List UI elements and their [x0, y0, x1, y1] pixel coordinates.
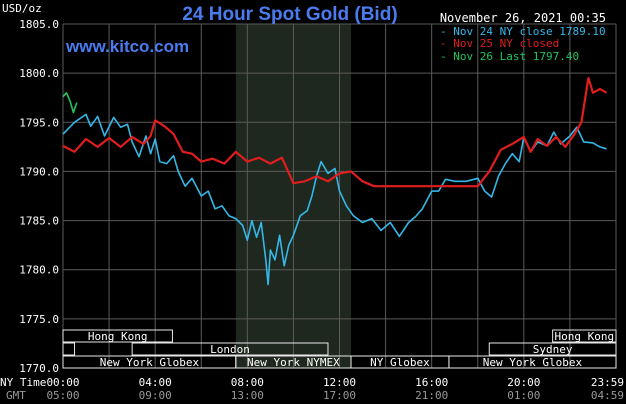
market-session-box — [448, 355, 617, 369]
market-session-row1-1: Hong Kong — [552, 329, 617, 343]
y-tick-label: 1805.0 — [19, 18, 59, 31]
x-tick-label-ny: 00:00 — [46, 376, 79, 389]
series-line-2 — [62, 92, 78, 114]
chart-datetime: November 26, 2021 00:35 — [440, 11, 606, 25]
x-tick-label-gmt: 17:00 — [323, 389, 356, 402]
watermark: www.kitco.com — [65, 37, 189, 56]
market-session-box — [62, 342, 76, 356]
x-tick-label-gmt: 01:00 — [507, 389, 540, 402]
y-axis-tick-labels: 1805.0 1800.0 1795.0 1790.0 1785.0 1780.0 1775… — [19, 18, 59, 375]
x-tick-label-ny: 16:00 — [415, 376, 448, 389]
market-session-label: Sydney — [533, 343, 573, 356]
x-tick-label-ny: 04:00 — [139, 376, 172, 389]
x-tick-label-ny: 20:00 — [507, 376, 540, 389]
x-tick-label-ny: 08:00 — [231, 376, 264, 389]
market-session-box — [552, 329, 617, 343]
market-session-label: London — [210, 343, 250, 356]
y-tick-label: 1775.0 — [19, 313, 59, 326]
y-tick-label: 1800.0 — [19, 67, 59, 80]
x-tick-label-ny: 23:59 — [591, 376, 624, 389]
market-session-box — [488, 342, 617, 356]
y-axis-unit-label: USD/oz — [2, 2, 42, 15]
x-tick-label-gmt: 21:00 — [415, 389, 448, 402]
market-session-label: New York Globex — [100, 356, 200, 369]
market-session-box — [131, 342, 329, 356]
market-session-row1-0: Hong Kong — [62, 329, 173, 343]
market-session-label: NY Globex — [370, 356, 430, 369]
y-tick-label: 1785.0 — [19, 215, 59, 228]
market-session-row3-3: New York Globex — [448, 355, 617, 369]
y-tick-label: 1780.0 — [19, 264, 59, 277]
market-session-row2-2: Sydney — [488, 342, 617, 356]
market-session-box — [62, 329, 173, 343]
market-session-row3-1: New York NYMEX — [235, 355, 352, 369]
x-axis-ny-time-label: NY Time — [0, 376, 46, 389]
series-line-1 — [62, 76, 608, 188]
market-session-label: New York NYMEX — [247, 356, 340, 369]
price-series — [62, 76, 608, 286]
market-session-label: New York Globex — [483, 356, 583, 369]
x-tick-label-gmt: 05:00 — [46, 389, 79, 402]
market-session-label: Hong Kong — [555, 330, 615, 343]
x-tick-label-ny: 12:00 — [323, 376, 356, 389]
x-axis-tick-labels: 00:00 04:00 08:00 12:00 16:00 20:00 23:59 05:00… — [46, 376, 624, 402]
y-tick-label: 1790.0 — [19, 165, 59, 178]
y-tick-label: 1795.0 — [19, 116, 59, 129]
legend-entry-nov24: - Nov 24 NY close 1789.10 — [440, 25, 606, 38]
chart-title: 24 Hour Spot Gold (Bid) — [182, 4, 397, 25]
market-session-row2-0 — [62, 342, 76, 356]
x-tick-label-gmt: 09:00 — [139, 389, 172, 402]
market-session-row2-1: London — [131, 342, 329, 356]
series-line-0 — [62, 113, 607, 286]
market-session-label: Hong Kong — [88, 330, 148, 343]
legend: - Nov 24 NY close 1789.10 - Nov 25 NY cl… — [440, 25, 606, 63]
legend-entry-nov25: - Nov 25 NY closed — [440, 37, 559, 50]
x-axis-gmt-label: GMT — [6, 389, 26, 402]
y-tick-label: 1770.0 — [19, 362, 59, 375]
x-tick-label-gmt: 04:59 — [591, 389, 624, 402]
legend-entry-nov26: - Nov 26 Last 1797.40 — [440, 50, 579, 63]
x-tick-label-gmt: 13:00 — [231, 389, 264, 402]
